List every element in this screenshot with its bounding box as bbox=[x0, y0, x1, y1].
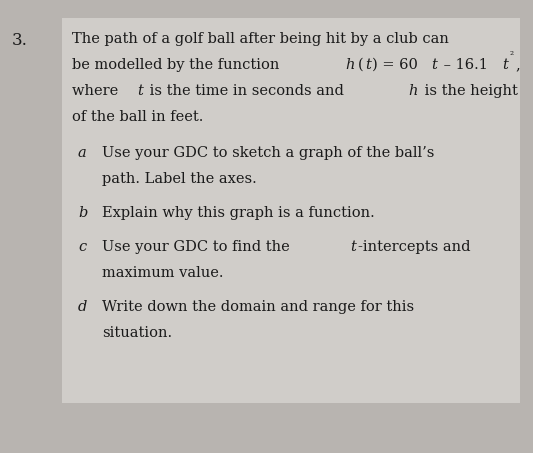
Text: b: b bbox=[78, 206, 87, 220]
Text: Use your GDC to find the: Use your GDC to find the bbox=[102, 240, 294, 254]
Text: 3.: 3. bbox=[12, 32, 28, 49]
Text: is the time in seconds and: is the time in seconds and bbox=[145, 84, 349, 98]
Text: is the height: is the height bbox=[420, 84, 518, 98]
Text: be modelled by the function: be modelled by the function bbox=[72, 58, 284, 72]
Text: path. Label the axes.: path. Label the axes. bbox=[102, 173, 257, 186]
Text: t: t bbox=[432, 58, 438, 72]
Text: t: t bbox=[502, 58, 508, 72]
Text: – 16.1: – 16.1 bbox=[439, 58, 488, 72]
Text: c: c bbox=[78, 240, 86, 254]
Text: h: h bbox=[345, 58, 355, 72]
Text: t: t bbox=[365, 58, 371, 72]
Text: where: where bbox=[72, 84, 123, 98]
Text: d: d bbox=[78, 300, 87, 314]
Text: ,: , bbox=[515, 58, 520, 72]
Text: of the ball in feet.: of the ball in feet. bbox=[72, 110, 204, 124]
Text: maximum value.: maximum value. bbox=[102, 266, 223, 280]
Text: t: t bbox=[138, 84, 143, 98]
Text: -intercepts and: -intercepts and bbox=[358, 240, 470, 254]
Text: ) = 60: ) = 60 bbox=[373, 58, 418, 72]
Text: situation.: situation. bbox=[102, 326, 172, 340]
Text: h: h bbox=[408, 84, 417, 98]
Text: Explain why this graph is a function.: Explain why this graph is a function. bbox=[102, 206, 375, 220]
Bar bbox=[62, 18, 520, 403]
Text: a: a bbox=[78, 146, 87, 160]
Text: t: t bbox=[350, 240, 356, 254]
Text: Use your GDC to sketch a graph of the ball’s: Use your GDC to sketch a graph of the ba… bbox=[102, 146, 434, 160]
Text: ²: ² bbox=[510, 51, 514, 60]
Text: (: ( bbox=[358, 58, 364, 72]
Text: Write down the domain and range for this: Write down the domain and range for this bbox=[102, 300, 414, 314]
Text: The path of a golf ball after being hit by a club can: The path of a golf ball after being hit … bbox=[72, 32, 449, 46]
